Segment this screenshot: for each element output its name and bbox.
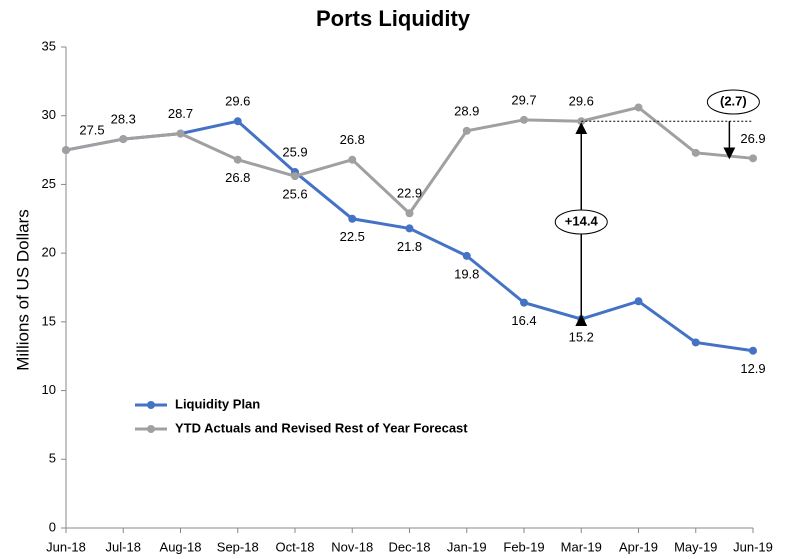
data-point (749, 154, 757, 163)
x-tick-label: Mar-19 (561, 539, 602, 554)
data-label: 28.9 (454, 103, 479, 118)
annotation-bubble (554, 209, 608, 235)
data-label: 12.9 (740, 361, 765, 376)
data-point (348, 155, 357, 164)
data-label: 25.6 (282, 187, 307, 202)
series (62, 103, 757, 218)
x-tick-label: Sep-18 (217, 539, 259, 554)
y-tick-label: 35 (42, 38, 56, 53)
data-label: 28.3 (111, 112, 136, 127)
y-axis-title: Millions of US Dollars (13, 209, 32, 371)
data-label: 21.8 (397, 239, 422, 254)
chart-title: Ports Liquidity (316, 6, 471, 31)
y-tick-label: 5 (49, 451, 56, 466)
data-point (405, 209, 414, 218)
x-tick-label: Oct-18 (275, 539, 314, 554)
data-point (405, 224, 414, 233)
y-tick-label: 20 (42, 245, 56, 260)
series (62, 117, 757, 355)
data-point (691, 148, 700, 157)
legend-marker (147, 401, 155, 409)
data-point (634, 297, 643, 306)
x-tick-label: Nov-18 (331, 539, 373, 554)
x-tick-label: Feb-19 (503, 539, 544, 554)
data-label: 15.2 (569, 330, 594, 345)
data-point (749, 346, 757, 355)
data-point (348, 214, 357, 223)
data-label: 22.5 (340, 229, 365, 244)
data-label: 22.9 (397, 186, 422, 201)
annotation: (2.7) (720, 93, 747, 108)
data-label: 26.8 (340, 132, 365, 147)
data-point (462, 251, 471, 260)
y-tick-label: 10 (42, 382, 56, 397)
data-point (119, 135, 128, 144)
x-tick-label: Apr-19 (619, 539, 658, 554)
data-point (462, 126, 471, 135)
data-point (176, 129, 185, 138)
x-tick-label: Dec-18 (389, 539, 431, 554)
data-point (520, 115, 528, 124)
y-tick-label: 30 (42, 107, 56, 122)
y-tick-label: 15 (42, 313, 56, 328)
data-label: 26.9 (740, 131, 765, 146)
data-label: 28.7 (168, 106, 193, 121)
data-point (691, 338, 700, 347)
legend-label: Liquidity Plan (175, 396, 260, 411)
data-point (233, 155, 242, 164)
x-tick-label: Jul-18 (106, 539, 141, 554)
annotation-bubble (706, 89, 760, 115)
data-point (62, 146, 70, 155)
legend-marker (147, 425, 155, 433)
x-tick-label: Jun-19 (733, 539, 773, 554)
y-tick-label: 0 (49, 519, 56, 534)
data-label: 27.5 (79, 123, 104, 138)
y-tick-label: 25 (42, 176, 56, 191)
x-tick-label: May-19 (674, 539, 717, 554)
annotation: +14.4 (565, 213, 599, 228)
x-tick-label: Jun-18 (46, 539, 86, 554)
data-label: 29.6 (569, 94, 594, 109)
data-point (634, 103, 643, 112)
x-tick-label: Aug-18 (160, 539, 202, 554)
data-point (291, 172, 299, 181)
data-label: 26.8 (225, 170, 250, 185)
series-line (65, 119, 754, 353)
data-point (233, 117, 242, 126)
x-tick-label: Jan-19 (447, 539, 487, 554)
legend-label: YTD Actuals and Revised Rest of Year For… (175, 420, 468, 435)
data-label: 29.7 (511, 92, 536, 107)
data-point (520, 298, 528, 307)
data-label: 19.8 (454, 266, 479, 281)
data-label: 25.9 (282, 144, 307, 159)
data-label: 29.6 (225, 94, 250, 109)
data-label: 16.4 (511, 313, 536, 328)
